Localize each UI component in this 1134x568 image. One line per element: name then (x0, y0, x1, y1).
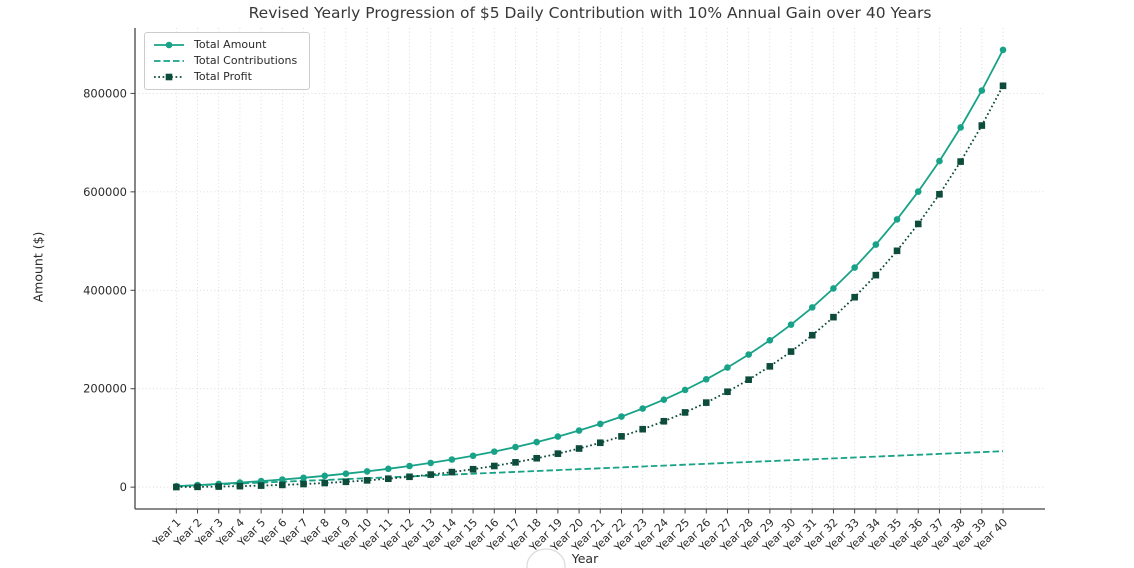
legend-item-total-amount: Total Amount (153, 39, 297, 51)
watermark-ellipse (526, 548, 566, 568)
marker-total-amount (660, 396, 668, 404)
marker-total-amount (363, 468, 371, 475)
marker-total-profit (957, 158, 964, 165)
marker-total-profit (194, 483, 201, 491)
marker-total-profit (596, 439, 604, 447)
marker-total-amount (724, 364, 731, 371)
legend-label-total-contributions: Total Contributions (194, 54, 298, 67)
series-line-total-amount (176, 49, 1004, 487)
marker-total-profit (533, 454, 540, 462)
marker-total-amount (554, 433, 562, 440)
marker-total-profit (406, 473, 413, 481)
marker-total-amount (490, 448, 498, 455)
marker-total-profit (914, 220, 922, 228)
legend-item-total-profit: Total Profit (153, 71, 297, 83)
marker-total-amount (936, 157, 943, 165)
y-tick-label: 800000 (83, 86, 127, 100)
marker-total-profit (978, 122, 986, 129)
marker-total-amount (300, 474, 307, 482)
marker-total-profit (787, 348, 795, 355)
marker-total-profit (427, 471, 435, 478)
marker-total-profit (936, 190, 943, 198)
marker-total-profit (702, 399, 710, 406)
marker-total-amount (808, 304, 816, 311)
marker-total-amount (385, 465, 392, 473)
marker-total-amount (978, 87, 986, 94)
marker-total-amount (702, 375, 710, 383)
marker-total-profit (893, 247, 901, 255)
marker-total-amount (639, 405, 646, 412)
marker-total-amount (469, 452, 477, 460)
legend-sample-total-contributions (154, 60, 184, 62)
marker-total-amount (575, 427, 583, 434)
marker-total-profit (724, 388, 731, 396)
marker-total-profit (448, 468, 456, 476)
marker-total-amount (787, 321, 795, 328)
marker-total-amount (957, 124, 964, 131)
marker-total-amount (342, 470, 350, 478)
marker-total-profit (851, 293, 858, 301)
series-line-total-profit (176, 85, 1004, 488)
marker-total-profit (300, 480, 307, 488)
marker-total-profit (279, 481, 286, 489)
marker-total-profit (363, 477, 371, 484)
marker-total-profit (872, 271, 880, 279)
marker-total-profit (469, 465, 477, 473)
marker-total-amount (872, 241, 880, 248)
y-tick-label: 400000 (83, 283, 127, 297)
chart-title: Revised Yearly Progression of $5 Daily C… (248, 4, 932, 22)
marker-total-amount (321, 472, 329, 480)
marker-total-amount (533, 438, 540, 446)
legend-label-total-profit: Total Profit (194, 70, 252, 83)
marker-total-profit (321, 479, 329, 487)
marker-total-profit (215, 483, 223, 490)
marker-total-amount (427, 459, 435, 467)
legend-sample-total-profit (154, 73, 184, 81)
marker-total-amount (406, 462, 413, 470)
marker-total-amount (914, 188, 922, 195)
marker-total-profit (999, 82, 1007, 90)
marker-total-amount (830, 285, 837, 292)
marker-total-profit (808, 331, 816, 339)
marker-total-amount (999, 46, 1007, 54)
marker-total-profit (681, 409, 689, 416)
marker-total-profit (173, 483, 180, 491)
marker-total-amount (448, 456, 456, 463)
marker-total-amount (766, 336, 774, 344)
marker-total-profit (745, 376, 752, 383)
marker-total-profit (575, 445, 583, 452)
marker-total-profit (512, 459, 519, 466)
marker-total-profit (554, 450, 562, 457)
marker-total-amount (512, 443, 519, 451)
marker-total-amount (851, 264, 858, 271)
marker-total-amount (618, 413, 625, 420)
marker-total-amount (681, 386, 689, 394)
legend-item-total-contributions: Total Contributions (153, 55, 297, 67)
x-axis-label: Year (571, 551, 599, 566)
marker-total-profit (660, 417, 668, 425)
y-tick-label: 0 (120, 480, 127, 494)
series-line-total-contributions (176, 450, 1004, 488)
legend-label-total-amount: Total Amount (194, 38, 267, 51)
marker-total-profit (830, 313, 837, 321)
legend-sample-total-amount (154, 41, 184, 49)
marker-total-profit (490, 462, 498, 470)
marker-total-amount (596, 420, 604, 428)
y-tick-label: 600000 (83, 185, 127, 199)
marker-total-amount (893, 216, 901, 223)
marker-total-profit (766, 363, 774, 370)
y-tick-label: 200000 (83, 382, 127, 396)
marker-total-profit (639, 425, 646, 433)
marker-total-profit (385, 475, 392, 483)
marker-total-profit (342, 478, 350, 486)
marker-total-profit (618, 433, 625, 440)
marker-total-amount (745, 351, 752, 358)
legend: Total Amount Total Contributions Total Pro… (144, 32, 311, 90)
marker-total-profit (236, 482, 244, 490)
marker-total-profit (257, 482, 265, 489)
